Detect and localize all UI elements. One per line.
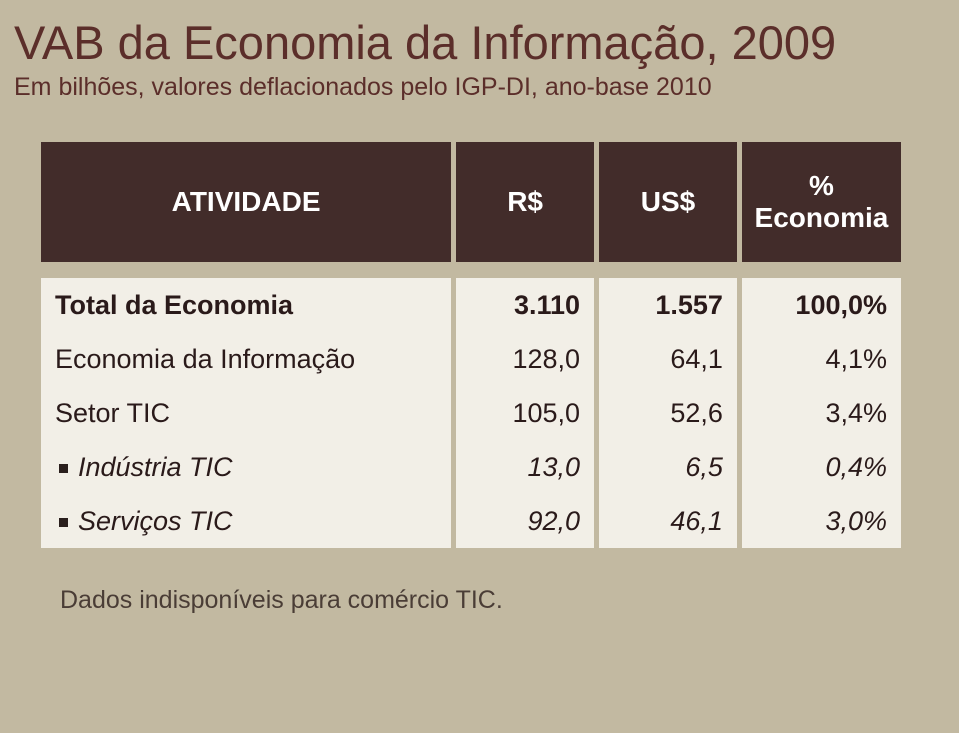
- cell-pct: 3,0%: [742, 494, 901, 548]
- data-table: ATIVIDADE R$ US$ % Economia Total da Eco…: [36, 142, 906, 548]
- cell-us: 52,6: [599, 386, 737, 440]
- slide: VAB da Economia da Informação, 2009 Em b…: [0, 0, 959, 733]
- cell-activity: Economia da Informação: [41, 332, 451, 386]
- col-header-activity: ATIVIDADE: [41, 142, 451, 262]
- cell-us: 6,5: [599, 440, 737, 494]
- cell-pct: 0,4%: [742, 440, 901, 494]
- table-header-row: ATIVIDADE R$ US$ % Economia: [41, 142, 901, 262]
- table-row: Setor TIC 105,0 52,6 3,4%: [41, 386, 901, 440]
- cell-activity: Setor TIC: [41, 386, 451, 440]
- bullet-icon: [59, 464, 68, 473]
- cell-activity: Indústria TIC: [41, 440, 451, 494]
- cell-rs: 128,0: [456, 332, 594, 386]
- footnote: Dados indisponíveis para comércio TIC.: [0, 586, 959, 615]
- slide-title: VAB da Economia da Informação, 2009: [0, 18, 959, 67]
- table-row: Economia da Informação 128,0 64,1 4,1%: [41, 332, 901, 386]
- table-row: Indústria TIC 13,0 6,5 0,4%: [41, 440, 901, 494]
- cell-us: 46,1: [599, 494, 737, 548]
- cell-pct: 3,4%: [742, 386, 901, 440]
- col-header-us: US$: [599, 142, 737, 262]
- slide-subtitle: Em bilhões, valores deflacionados pelo I…: [0, 73, 959, 102]
- table-row: Serviços TIC 92,0 46,1 3,0%: [41, 494, 901, 548]
- cell-us: 1.557: [599, 278, 737, 332]
- table-body: Total da Economia 3.110 1.557 100,0% Eco…: [41, 262, 901, 548]
- cell-activity: Total da Economia: [41, 278, 451, 332]
- table-row: Total da Economia 3.110 1.557 100,0%: [41, 278, 901, 332]
- col-header-pct: % Economia: [742, 142, 901, 262]
- cell-us: 64,1: [599, 332, 737, 386]
- cell-rs: 92,0: [456, 494, 594, 548]
- cell-pct: 4,1%: [742, 332, 901, 386]
- cell-pct: 100,0%: [742, 278, 901, 332]
- cell-rs: 105,0: [456, 386, 594, 440]
- bullet-icon: [59, 518, 68, 527]
- cell-activity: Serviços TIC: [41, 494, 451, 548]
- spacer-row: [41, 262, 901, 278]
- cell-rs: 13,0: [456, 440, 594, 494]
- col-header-rs: R$: [456, 142, 594, 262]
- cell-rs: 3.110: [456, 278, 594, 332]
